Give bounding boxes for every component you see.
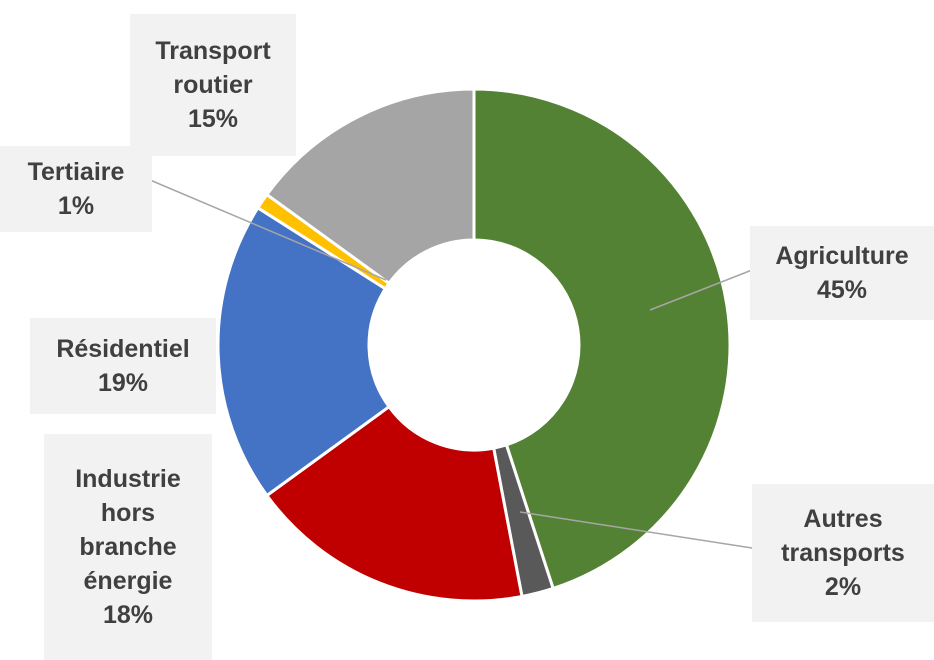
category-label: Agriculture (775, 242, 909, 270)
data-label: Autres transports 2% (752, 484, 934, 622)
category-label: Industrie hors branche énergie (75, 465, 181, 595)
leader-lines (149, 179, 753, 549)
data-label: Tertiaire 1% (0, 146, 152, 232)
value-label: 1% (57, 192, 95, 220)
segment (264, 404, 524, 603)
leader-line (649, 269, 753, 311)
value-label: 45% (816, 276, 868, 304)
leader-line (149, 179, 387, 281)
segment (264, 87, 476, 286)
category-label: Transport routier (155, 37, 271, 99)
value-label: 18% (102, 601, 154, 629)
value-label: 2% (824, 573, 862, 601)
category-label: Tertiaire (27, 158, 125, 186)
value-label: 15% (187, 105, 239, 133)
segment (472, 87, 732, 591)
category-label: Résidentiel (56, 335, 190, 363)
data-label: Industrie hors branche énergie 18% (44, 434, 212, 660)
data-label: Transport routier 15% (130, 14, 296, 156)
value-label: 19% (97, 369, 149, 397)
segments (216, 87, 732, 603)
leader-line (519, 511, 753, 549)
segment (216, 205, 392, 498)
data-label: Résidentiel 19% (30, 318, 216, 414)
category-label: Autres transports (781, 505, 905, 567)
data-label: Agriculture 45% (750, 226, 934, 320)
